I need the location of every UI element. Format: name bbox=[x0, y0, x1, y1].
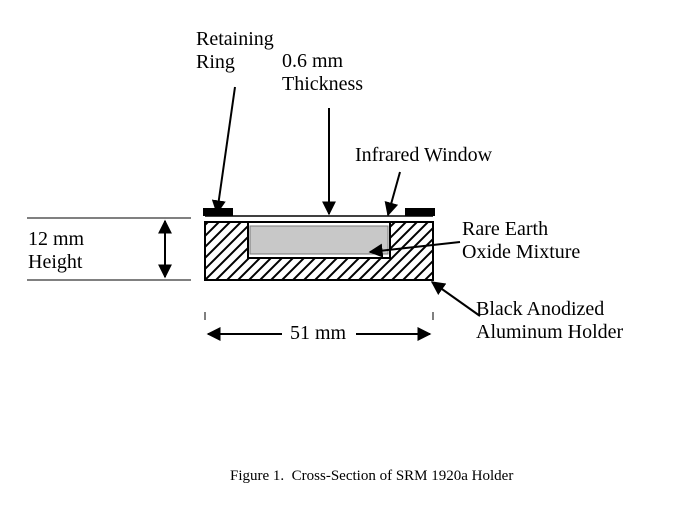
diagram-canvas: Retaining Ring 0.6 mm Thickness Infrared… bbox=[0, 0, 685, 515]
label-infrared-window: Infrared Window bbox=[355, 144, 492, 167]
label-height: 12 mm Height bbox=[28, 228, 84, 274]
label-width-dim: 51 mm bbox=[290, 322, 346, 345]
label-rare-earth: Rare Earth Oxide Mixture bbox=[462, 218, 580, 264]
label-retaining-ring: Retaining Ring bbox=[196, 28, 274, 74]
label-thickness: 0.6 mm Thickness bbox=[282, 50, 363, 96]
figure-caption: Figure 1. Cross-Section of SRM 1920a Hol… bbox=[230, 468, 513, 485]
label-black-anodized: Black Anodized Aluminum Holder bbox=[476, 298, 623, 344]
